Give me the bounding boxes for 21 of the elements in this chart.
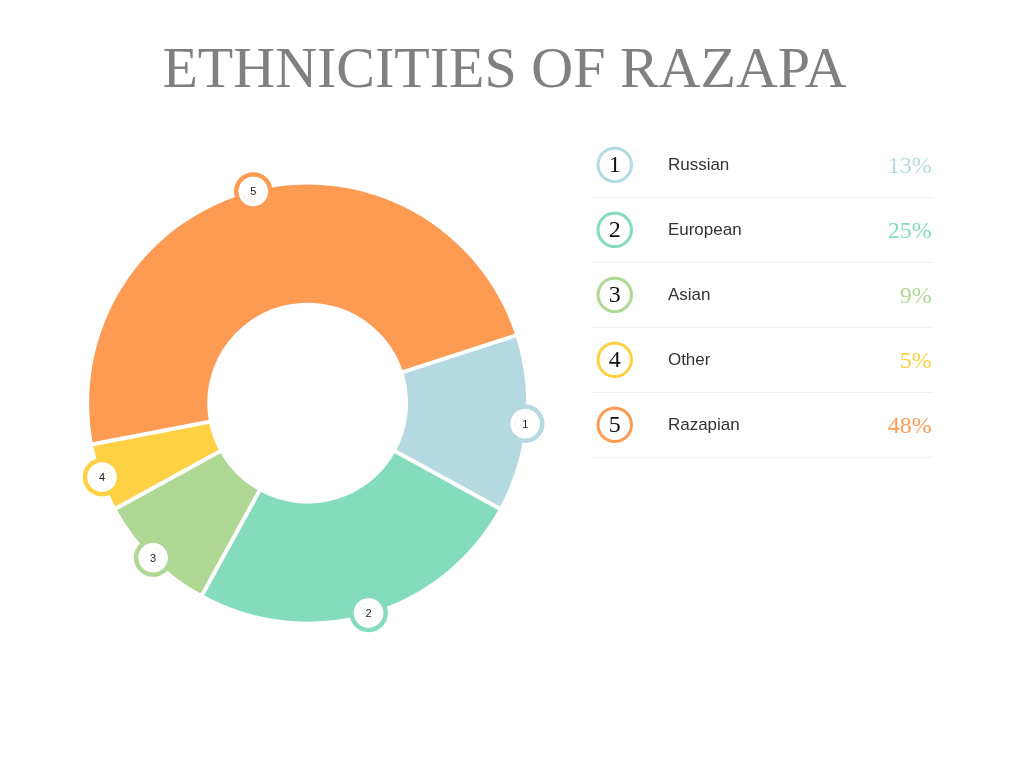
legend-label: Other (667, 350, 711, 370)
legend-label: Razapian (667, 415, 740, 435)
data-label: 13% (887, 151, 932, 178)
text: 2 (365, 606, 372, 619)
legend-label: European (667, 220, 742, 240)
data-label: 48% (887, 411, 932, 438)
text: 1 (608, 151, 621, 178)
text: 4 (608, 346, 621, 373)
legend-label: Asian (667, 285, 711, 305)
legend-label: Russian (667, 155, 730, 175)
text: 2 (608, 216, 621, 243)
text: 3 (150, 551, 157, 564)
text: 5 (608, 411, 621, 438)
text: 3 (608, 281, 621, 308)
text: 1 (522, 417, 529, 430)
data-label: 25% (887, 216, 932, 243)
chart-title: ETHNICITIES OF RAZAPA (162, 34, 847, 100)
text: 4 (98, 471, 106, 484)
text: 5 (250, 185, 257, 198)
data-label: 5% (899, 346, 932, 373)
data-label: 9% (899, 281, 932, 308)
